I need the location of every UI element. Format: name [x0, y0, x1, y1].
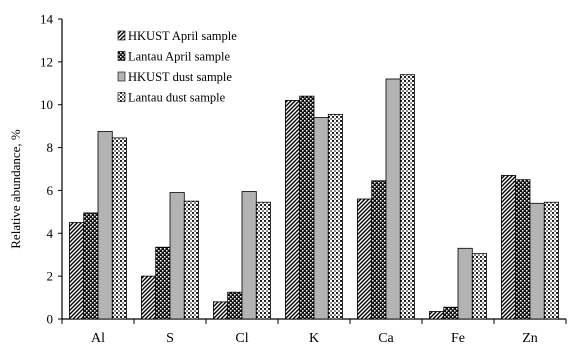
bar	[356, 198, 373, 320]
category-label: Zn	[522, 331, 538, 346]
bar	[169, 192, 185, 320]
bar	[313, 117, 329, 320]
bar	[385, 78, 401, 320]
bar	[183, 200, 200, 320]
bar	[443, 306, 459, 320]
bar	[371, 180, 387, 320]
bar	[515, 179, 531, 320]
legend-label: Lantau April sample	[128, 50, 231, 64]
category-label: Fe	[451, 331, 465, 346]
bar	[155, 246, 171, 320]
y-tick-label: 8	[47, 140, 54, 155]
bar	[500, 175, 517, 320]
bar	[227, 291, 243, 320]
bar	[543, 201, 559, 320]
legend-swatch	[117, 51, 126, 61]
legend: HKUST April sample Lantau April sample HKU…	[117, 29, 237, 105]
category-label: Ca	[378, 331, 394, 346]
category-label: S	[166, 331, 174, 346]
legend-label: HKUST April sample	[128, 29, 237, 43]
bar	[241, 191, 257, 320]
category-label: Cl	[235, 331, 248, 346]
bar	[428, 311, 445, 320]
bars	[69, 74, 559, 320]
bar	[255, 201, 271, 320]
y-tick-label: 6	[47, 183, 54, 198]
bar	[97, 131, 113, 320]
category-labels: Al S Cl K Ca Fe Zn	[91, 331, 538, 346]
y-tick-label: 10	[40, 97, 53, 112]
bar	[327, 113, 343, 320]
bar	[299, 95, 315, 320]
bar	[471, 253, 487, 320]
y-tick-label: 2	[47, 269, 54, 284]
bar	[69, 222, 85, 320]
bar	[212, 301, 229, 320]
bar	[83, 212, 99, 320]
legend-label: Lantau dust sample	[128, 91, 226, 105]
y-axis-title: Relative abundance, %	[8, 129, 23, 249]
bar	[399, 74, 415, 320]
bar	[284, 100, 301, 320]
y-tick-label: 14	[40, 12, 54, 27]
y-tick-label: 12	[40, 54, 53, 69]
bar	[529, 202, 545, 320]
bar	[140, 275, 157, 320]
bar	[111, 137, 128, 320]
category-label: Al	[91, 331, 105, 346]
legend-swatch	[117, 71, 126, 82]
legend-label: HKUST dust sample	[128, 70, 232, 84]
y-tick-label: 0	[47, 312, 54, 327]
y-tick-label: 4	[47, 226, 54, 241]
legend-swatch	[117, 30, 126, 41]
legend-swatch	[117, 92, 126, 102]
bar	[457, 247, 473, 320]
category-label: K	[309, 331, 319, 346]
